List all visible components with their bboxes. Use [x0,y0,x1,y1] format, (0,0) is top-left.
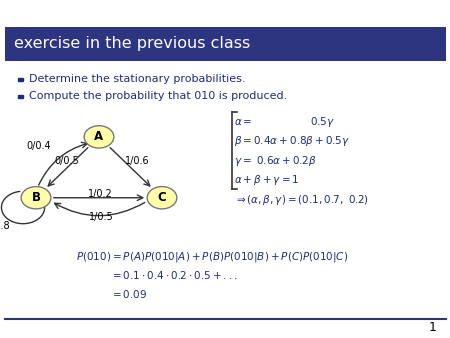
Circle shape [21,187,51,209]
Text: A: A [94,130,104,143]
Text: Determine the stationary probabilities.: Determine the stationary probabilities. [29,74,246,84]
Text: $0.5\gamma$: $0.5\gamma$ [310,115,336,129]
Text: exercise in the previous class: exercise in the previous class [14,36,250,51]
Text: C: C [158,191,166,204]
Text: $= 0.09$: $= 0.09$ [110,288,147,300]
Circle shape [147,187,177,209]
Circle shape [84,126,114,148]
Text: $\beta = 0.4\alpha + 0.8\beta + 0.5\gamma$: $\beta = 0.4\alpha + 0.8\beta + 0.5\gamm… [234,134,350,148]
FancyBboxPatch shape [18,95,22,98]
FancyBboxPatch shape [4,27,446,61]
Text: 0/0.8: 0/0.8 [0,221,10,232]
Text: 0/0.4: 0/0.4 [26,141,50,151]
Text: $\gamma =\ 0.6\alpha + 0.2\beta$: $\gamma =\ 0.6\alpha + 0.2\beta$ [234,154,316,168]
Text: Compute the probability that 010 is produced.: Compute the probability that 010 is prod… [29,91,288,101]
Text: 1/0.6: 1/0.6 [125,156,149,166]
FancyBboxPatch shape [0,0,450,34]
Text: $= 0.1 \cdot 0.4 \cdot 0.2 \cdot 0.5 + ...$: $= 0.1 \cdot 0.4 \cdot 0.2 \cdot 0.5 + .… [110,269,238,282]
Text: 1: 1 [428,321,436,334]
Text: B: B [32,191,40,204]
FancyBboxPatch shape [18,78,22,81]
Text: $\Rightarrow (\alpha, \beta, \gamma) = (0.1,0.7,\ 0.2)$: $\Rightarrow (\alpha, \beta, \gamma) = (… [234,193,369,207]
Text: $\alpha =$: $\alpha =$ [234,117,252,127]
Text: 1/0.5: 1/0.5 [89,212,113,222]
Text: 1/0.2: 1/0.2 [88,189,113,199]
Text: $P(010) = P(A)P(010|A) + P(B)P(010|B) + P(C)P(010|C)$: $P(010) = P(A)P(010|A) + P(B)P(010|B) + … [76,250,349,264]
Text: $\alpha + \beta + \gamma = 1$: $\alpha + \beta + \gamma = 1$ [234,173,299,188]
Text: 0/0.5: 0/0.5 [54,156,79,166]
